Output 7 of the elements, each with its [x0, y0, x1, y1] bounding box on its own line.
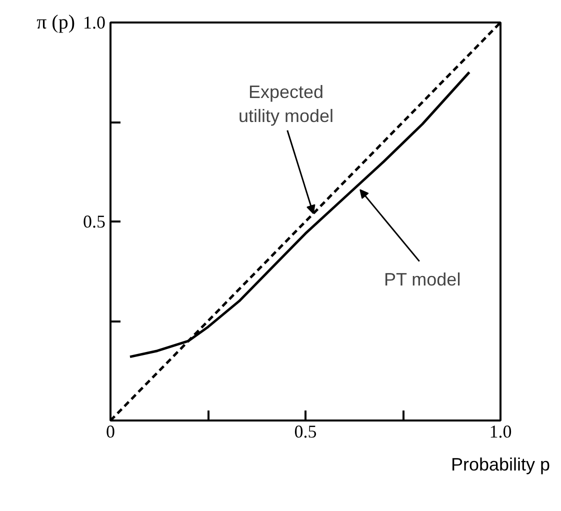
annotation: PT model — [384, 269, 461, 290]
annotation: Expected utility model — [238, 82, 334, 126]
x-tick-label: 0 — [106, 422, 115, 442]
x-tick-label: 0.5 — [294, 422, 317, 442]
x-axis-title: Probability p — [450, 454, 550, 474]
y-axis-title: π (p) — [36, 12, 76, 34]
x-tick-label: 1.0 — [489, 422, 512, 442]
